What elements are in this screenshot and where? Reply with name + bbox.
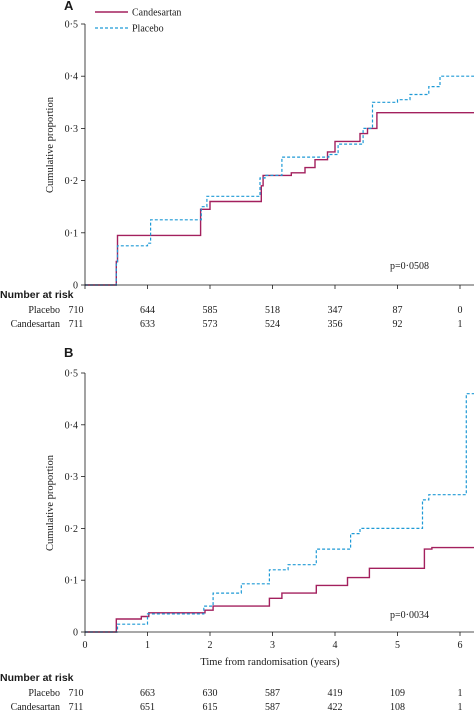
panel-a-y-ticks: 0 0·1 0·2 0·3 0·4 0·5 [65, 20, 85, 292]
risk-cell: 587 [265, 702, 280, 712]
risk-cell: 356 [328, 319, 343, 330]
panel-b-plot-area [85, 393, 474, 633]
panel-b-label: B [64, 345, 73, 360]
x-tick-label: 2 [208, 640, 213, 651]
y-tick-label: 0·3 [65, 124, 78, 135]
x-tick-label: 4 [333, 640, 338, 651]
risk-cell: 711 [69, 702, 84, 712]
panel-b: B 0 0·1 0·2 0·3 0·4 0·5 Cumulative proportion… [0, 345, 474, 712]
panel-a: A 0 0·1 0·2 0·3 0·4 0·5 Cumulative proportion… [0, 0, 474, 330]
panel-b-x-axis-label: Time from randomisation (years) [200, 657, 340, 668]
panel-b-risk-table: Placebo 710 663 630 587 419 109 1 Candesartan 711… [11, 688, 463, 712]
series-line-placebo [85, 393, 474, 633]
panel-b-axes [84, 373, 474, 633]
panel-a-risk-table: Placebo 710 644 585 518 347 87 0 Candesartan 711 6… [11, 305, 463, 330]
risk-cell: 710 [69, 305, 84, 316]
risk-cell: 711 [69, 319, 84, 330]
panel-b-y-ticks: 0 0·1 0·2 0·3 0·4 0·5 [65, 369, 85, 639]
y-tick-label: 0·5 [65, 20, 78, 31]
risk-cell: 644 [140, 305, 155, 316]
panel-a-y-axis-label: Cumulative proportion [45, 96, 56, 193]
x-tick-label: 5 [395, 640, 400, 651]
series-line-candesartan [85, 546, 474, 633]
series-line-placebo [85, 75, 474, 286]
risk-cell: 651 [140, 702, 155, 712]
risk-cell: 585 [203, 305, 218, 316]
risk-cell: 0 [458, 305, 463, 316]
risk-cell: 615 [203, 702, 218, 712]
x-tick-label: 0 [83, 640, 88, 651]
risk-cell: 663 [140, 688, 155, 699]
risk-cell: 630 [203, 688, 218, 699]
y-tick-label: 0·4 [65, 420, 78, 431]
y-tick-label: 0·4 [65, 72, 78, 83]
panel-a-x-ticks [84, 285, 461, 289]
panel-a-risk-heading: Number at risk [0, 289, 74, 301]
risk-cell: 587 [265, 688, 280, 699]
panel-a-plot-area [85, 75, 474, 286]
x-tick-label: 3 [270, 640, 275, 651]
risk-row-label: Candesartan [11, 319, 60, 330]
panel-a-legend: Candesartan Placebo [95, 8, 181, 35]
x-tick-label: 6 [458, 640, 463, 651]
panel-b-risk-heading: Number at risk [0, 672, 74, 684]
risk-cell: 347 [328, 305, 343, 316]
panel-b-y-axis-label: Cumulative proportion [45, 454, 56, 551]
risk-cell: 92 [393, 319, 403, 330]
risk-cell: 108 [390, 702, 405, 712]
risk-cell: 1 [458, 688, 463, 699]
x-tick-label: 1 [145, 640, 150, 651]
risk-cell: 573 [203, 319, 218, 330]
risk-cell: 1 [458, 319, 463, 330]
series-line-candesartan [85, 111, 474, 286]
risk-row-label: Candesartan [11, 702, 60, 712]
risk-row-label: Placebo [28, 305, 60, 316]
y-tick-label: 0·5 [65, 369, 78, 380]
risk-cell: 87 [393, 305, 403, 316]
risk-cell: 109 [390, 688, 405, 699]
legend-candesartan-label: Candesartan [132, 8, 181, 19]
panel-a-p-value: p=0·0508 [390, 261, 429, 272]
y-tick-label: 0 [73, 281, 78, 292]
panel-b-x-ticks: 0 1 2 3 4 5 6 [83, 632, 463, 651]
y-tick-label: 0·2 [65, 524, 78, 535]
y-tick-label: 0·1 [65, 228, 78, 239]
risk-cell: 633 [140, 319, 155, 330]
risk-cell: 710 [69, 688, 84, 699]
risk-cell: 524 [265, 319, 280, 330]
y-tick-label: 0 [73, 628, 78, 639]
panel-b-p-value: p=0·0034 [390, 610, 429, 621]
legend-placebo-label: Placebo [132, 24, 164, 35]
y-tick-label: 0·1 [65, 576, 78, 587]
risk-cell: 1 [458, 702, 463, 712]
panel-a-label: A [64, 0, 74, 13]
risk-row-label: Placebo [28, 688, 60, 699]
risk-cell: 419 [328, 688, 343, 699]
y-tick-label: 0·3 [65, 472, 78, 483]
risk-cell: 518 [265, 305, 280, 316]
y-tick-label: 0·2 [65, 176, 78, 187]
risk-cell: 422 [328, 702, 343, 712]
